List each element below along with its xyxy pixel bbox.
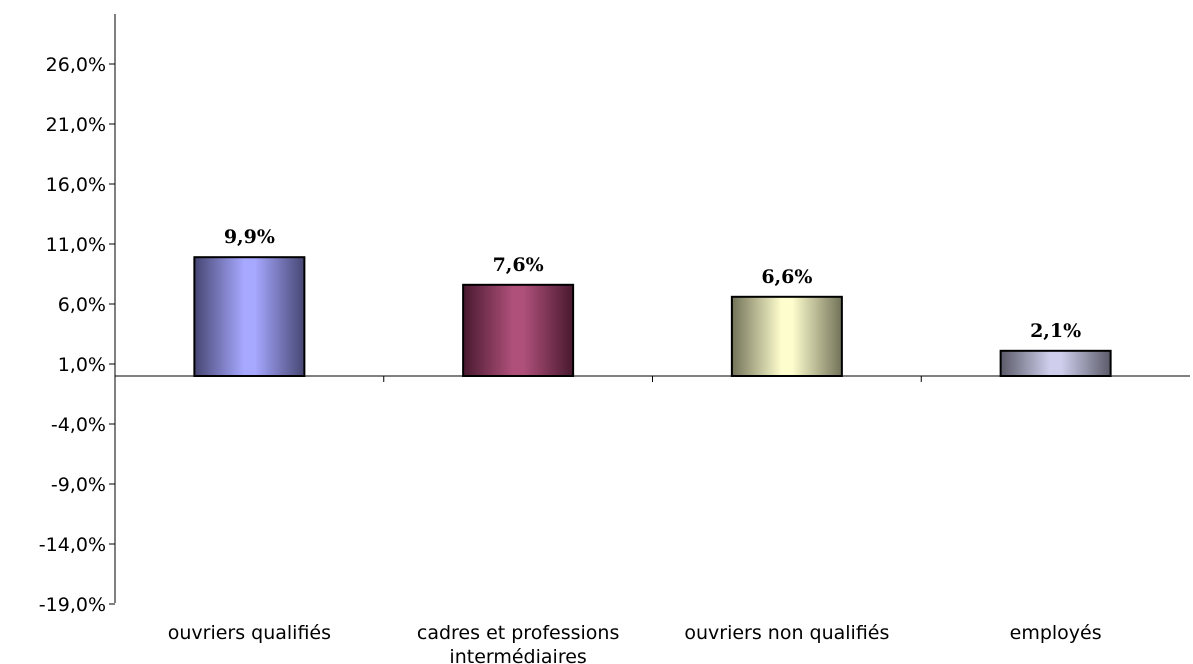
y-tick-label: -9,0% xyxy=(51,474,106,496)
bar xyxy=(462,283,575,377)
y-tick-label: 1,0% xyxy=(58,354,106,376)
bar xyxy=(193,256,306,378)
category-label-line: employés xyxy=(1010,622,1102,644)
data-label: 9,9% xyxy=(224,226,275,248)
data-labels: 9,9% 7,6% 6,6% 2,1% xyxy=(224,226,1081,342)
bars xyxy=(193,256,1112,378)
category-label-line: ouvriers non qualifiés xyxy=(684,622,889,644)
category-label: ouvriers qualifiés xyxy=(168,622,331,644)
category-label-line: intermédiaires xyxy=(449,646,586,664)
data-label: 2,1% xyxy=(1030,320,1081,342)
y-tick-label: -14,0% xyxy=(39,534,106,556)
category-label-line: ouvriers qualifiés xyxy=(168,622,331,644)
y-tick-label: -19,0% xyxy=(39,594,106,616)
y-tick-label: 16,0% xyxy=(46,174,106,196)
category-label-line: cadres et professions xyxy=(417,622,619,644)
bar xyxy=(730,295,843,377)
y-tick-label: 21,0% xyxy=(46,114,106,136)
category-labels: ouvriers qualifiés cadres et professions i… xyxy=(168,622,1102,664)
data-label: 6,6% xyxy=(761,266,812,288)
y-tick-label: 26,0% xyxy=(46,54,106,76)
bar xyxy=(999,349,1112,377)
y-tick-label: -4,0% xyxy=(51,414,106,436)
category-label: ouvriers non qualifiés xyxy=(684,622,889,644)
y-tick-label: 6,0% xyxy=(58,294,106,316)
data-label: 7,6% xyxy=(493,254,544,276)
y-axis: 26,0% 21,0% 16,0% 11,0% 6,0% 1,0% -4,0% -9,0% -1… xyxy=(39,14,116,616)
category-label: cadres et professions intermédiaires xyxy=(417,622,619,664)
category-label: employés xyxy=(1010,622,1102,644)
y-tick-label: 11,0% xyxy=(46,234,106,256)
